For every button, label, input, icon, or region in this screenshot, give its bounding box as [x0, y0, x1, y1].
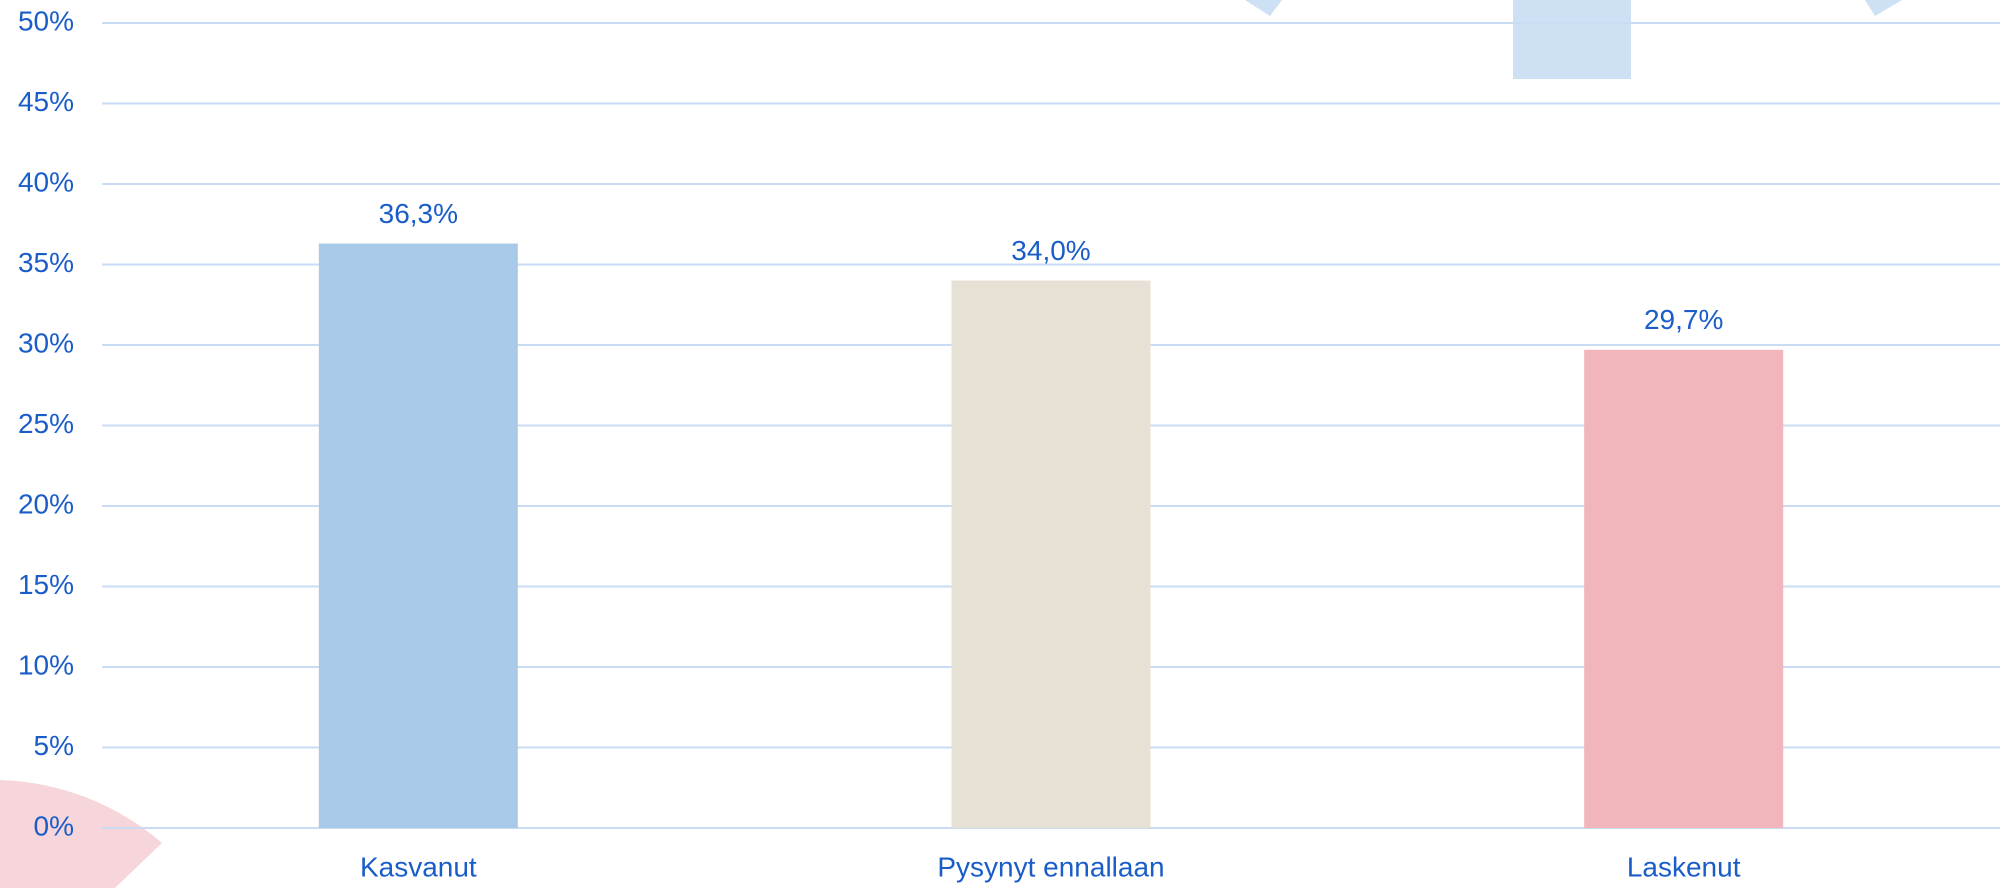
y-tick-label: 25% — [18, 408, 74, 439]
y-tick-label: 5% — [34, 730, 74, 761]
y-tick-label: 45% — [18, 86, 74, 117]
value-label: 36,3% — [379, 198, 458, 229]
y-tick-label: 20% — [18, 488, 74, 519]
decor-shape — [1513, 0, 1631, 79]
y-tick-label: 10% — [18, 649, 74, 680]
chart: 0% 5% 10% 15% 20% 25% 30% 35% 40% 45% 50% 36,3% Kasv… — [0, 0, 2000, 888]
y-tick-label: 40% — [18, 166, 74, 197]
x-tick-label: Pysynyt ennallaan — [937, 851, 1164, 882]
bar — [952, 281, 1151, 828]
y-tick-label: 50% — [18, 5, 74, 36]
y-tick-label: 35% — [18, 247, 74, 278]
y-tick-label: 15% — [18, 569, 74, 600]
decor-shape — [1245, 0, 1282, 16]
x-tick-label: Kasvanut — [360, 851, 477, 882]
decor-shape — [1865, 0, 1902, 16]
bar — [1584, 350, 1783, 828]
y-tick-label: 0% — [34, 810, 74, 841]
value-label: 34,0% — [1011, 235, 1090, 266]
page: {"chart_data": {"type": "bar", "categori… — [0, 0, 2000, 888]
y-tick-label: 30% — [18, 327, 74, 358]
bar — [319, 244, 518, 828]
x-tick-label: Laskenut — [1627, 851, 1741, 882]
decor-shape — [0, 780, 162, 888]
value-label: 29,7% — [1644, 304, 1723, 335]
